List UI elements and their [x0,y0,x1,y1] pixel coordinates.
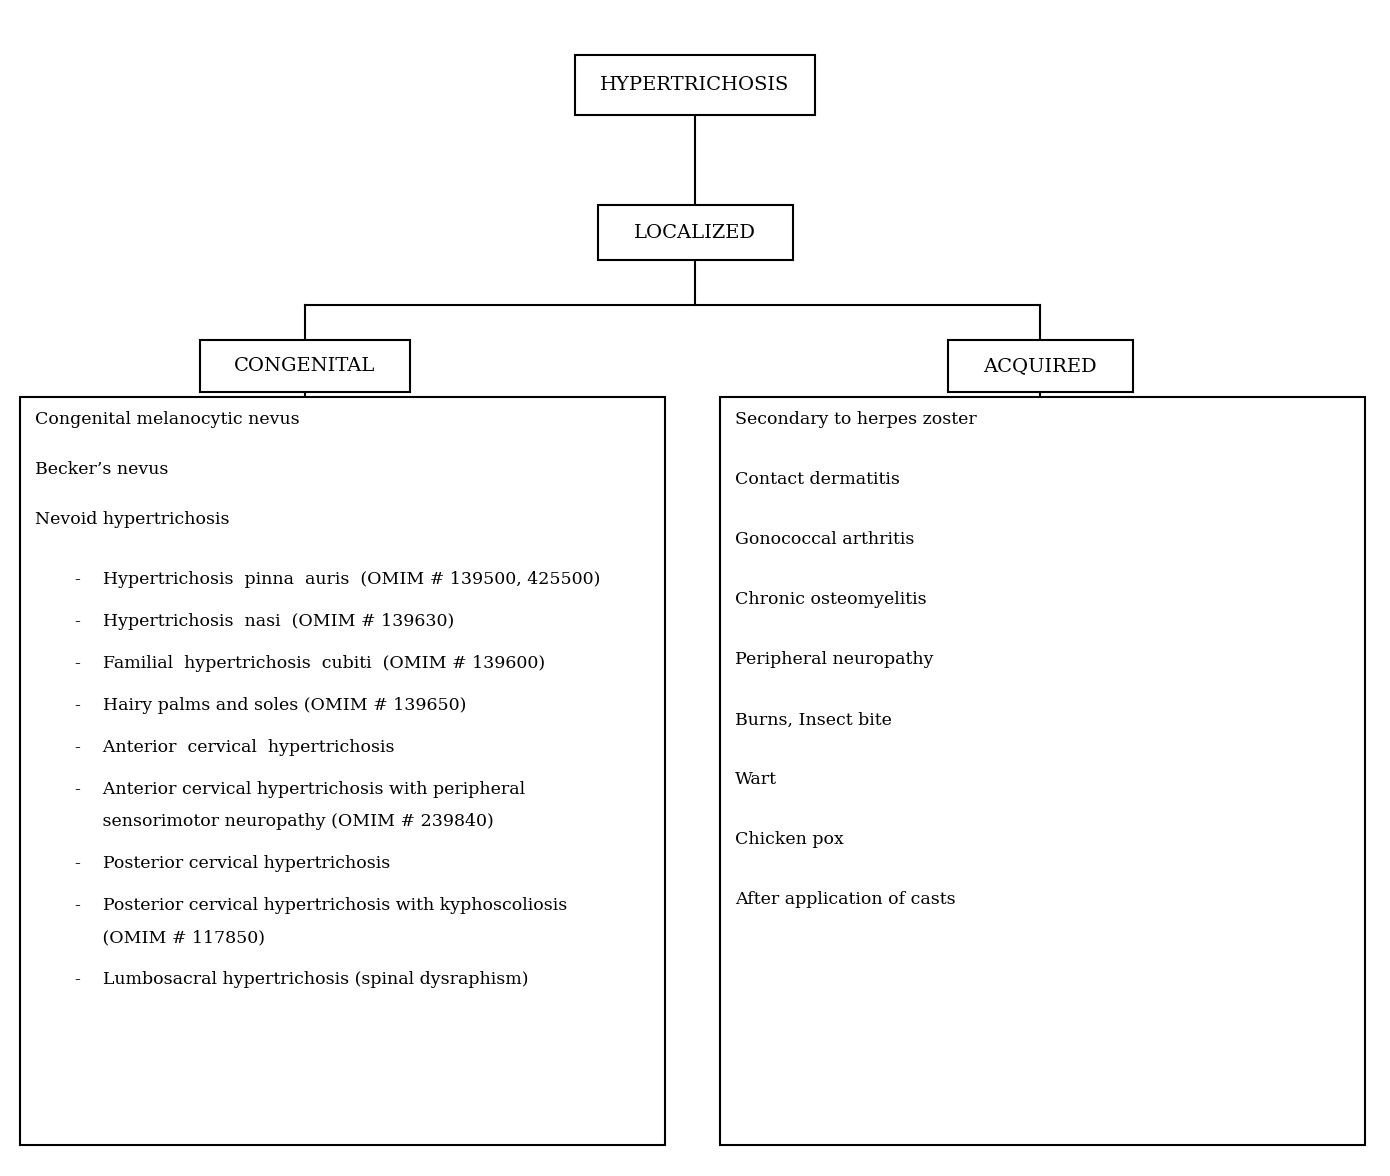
Text: Chicken pox: Chicken pox [735,831,844,849]
Text: LOCALIZED: LOCALIZED [634,223,756,241]
Text: Wart: Wart [735,771,777,788]
Text: Congenital melanocytic nevus: Congenital melanocytic nevus [35,412,300,428]
Text: ACQUIRED: ACQUIRED [983,358,1097,375]
FancyBboxPatch shape [598,205,792,260]
Text: Contact dermatitis: Contact dermatitis [735,472,899,488]
Text: sensorimotor neuropathy (OMIM # 239840): sensorimotor neuropathy (OMIM # 239840) [75,814,493,830]
FancyBboxPatch shape [948,340,1133,392]
FancyBboxPatch shape [720,397,1365,1145]
Text: Secondary to herpes zoster: Secondary to herpes zoster [735,412,977,428]
FancyBboxPatch shape [575,55,815,115]
Text: Chronic osteomyelitis: Chronic osteomyelitis [735,592,927,608]
Text: HYPERTRICHOSIS: HYPERTRICHOSIS [600,76,790,94]
Text: -    Lumbosacral hypertrichosis (spinal dysraphism): - Lumbosacral hypertrichosis (spinal dys… [75,971,528,989]
Text: -    Familial  hypertrichosis  cubiti  (OMIM # 139600): - Familial hypertrichosis cubiti (OMIM #… [75,655,545,673]
Text: -    Anterior  cervical  hypertrichosis: - Anterior cervical hypertrichosis [75,740,395,756]
Text: -    Posterior cervical hypertrichosis with kyphoscoliosis: - Posterior cervical hypertrichosis with… [75,897,567,915]
Text: Gonococcal arthritis: Gonococcal arthritis [735,532,915,548]
Text: -    Hypertrichosis  nasi  (OMIM # 139630): - Hypertrichosis nasi (OMIM # 139630) [75,614,455,630]
Text: After application of casts: After application of casts [735,891,956,909]
Text: -    Posterior cervical hypertrichosis: - Posterior cervical hypertrichosis [75,855,391,873]
Text: Burns, Insect bite: Burns, Insect bite [735,711,892,728]
Text: -    Anterior cervical hypertrichosis with peripheral: - Anterior cervical hypertrichosis with … [75,782,525,799]
Text: -    Hypertrichosis  pinna  auris  (OMIM # 139500, 425500): - Hypertrichosis pinna auris (OMIM # 139… [75,572,600,588]
FancyBboxPatch shape [19,397,664,1145]
Text: -    Hairy palms and soles (OMIM # 139650): - Hairy palms and soles (OMIM # 139650) [75,697,467,715]
Text: Becker’s nevus: Becker’s nevus [35,461,168,479]
Text: CONGENITAL: CONGENITAL [235,358,375,375]
Text: Nevoid hypertrichosis: Nevoid hypertrichosis [35,512,229,528]
Text: (OMIM # 117850): (OMIM # 117850) [75,929,265,947]
FancyBboxPatch shape [200,340,410,392]
Text: Peripheral neuropathy: Peripheral neuropathy [735,652,934,668]
